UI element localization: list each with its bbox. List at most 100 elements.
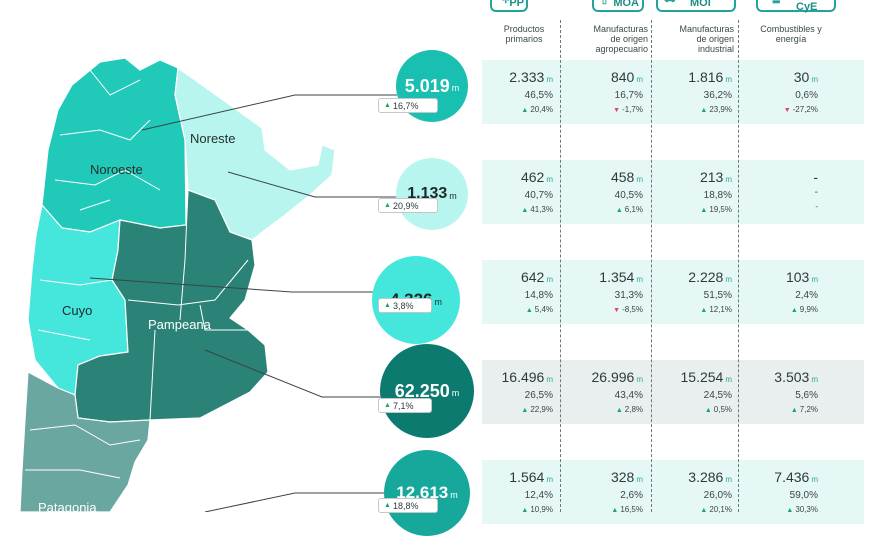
header-abbr-moa: MOA xyxy=(613,0,639,9)
column-separator xyxy=(651,20,652,512)
colhead-pp: Productos primarios xyxy=(494,24,554,44)
cell-change: ▲ 10,9% xyxy=(521,505,553,514)
row-cuyo xyxy=(482,260,864,324)
colhead-line: industrial xyxy=(697,44,734,54)
cell-value: 7.436 m xyxy=(774,469,818,485)
total-circle-patagonia: 12.613 m xyxy=(384,450,470,536)
total-unit: m xyxy=(451,388,460,398)
cell-share: 12,4% xyxy=(524,490,553,501)
map-label-noroeste: Noroeste xyxy=(90,162,143,177)
triangle-up-icon: ▲ xyxy=(384,402,391,409)
colhead-line: de origen xyxy=(610,34,648,44)
cell-noroeste-cye: 30 m 0,6% ▼ -27,2% xyxy=(732,60,818,118)
cell-change: ▲ 0,5% xyxy=(704,405,732,414)
triangle-down-icon: ▼ xyxy=(783,107,791,114)
leader-line-cuyo xyxy=(89,277,373,293)
cell-noroeste-moi: 1.816 m 36,2% ▲ 23,9% xyxy=(646,60,732,118)
column-separator xyxy=(738,20,739,512)
cell-value: 840 m xyxy=(610,69,643,85)
colhead-line: energía xyxy=(775,34,807,44)
map-label-noreste: Noreste xyxy=(190,131,236,146)
triangle-up-icon: ▲ xyxy=(704,407,712,414)
cell-change: ▲ 12,1% xyxy=(700,305,732,314)
total-circle-noreste: 1.133 m xyxy=(396,158,468,230)
cell-value: 26.996 m xyxy=(591,369,644,385)
map-label-patagonia: Patagonia xyxy=(38,500,97,512)
cell-change: ▼ -8,5% xyxy=(613,305,643,314)
map-region-pampeana xyxy=(74,189,269,423)
triangle-up-icon: ▲ xyxy=(611,507,619,514)
cell-value: 1.354 m xyxy=(599,269,643,285)
total-change-badge-noreste: ▲ 20,9% xyxy=(378,198,438,213)
cell-value: 458 m xyxy=(610,169,643,185)
header-icon-pp: ✢ PP xyxy=(490,0,528,12)
cell-patagonia-cye: 7.436 m 59,0% ▲ 30,3% xyxy=(732,460,818,518)
cell-change: ▲ 22,9% xyxy=(521,405,553,414)
argentina-regions-map: Noreste Noroeste Cuyo Pampeana Patagonia xyxy=(19,57,397,512)
row-noreste xyxy=(482,160,864,224)
farm-box-icon: ▯ xyxy=(602,0,607,5)
header-icon-cye: ⏏ CyE xyxy=(756,0,836,13)
cell-change: - xyxy=(815,202,818,211)
cell-share: 2,4% xyxy=(795,290,818,301)
total-value: 62.250 xyxy=(394,380,450,401)
cell-share: - xyxy=(814,187,818,198)
cell-share: 5,6% xyxy=(795,390,818,401)
header-abbr-pp: PP xyxy=(509,0,524,9)
cell-change: ▲ 20,1% xyxy=(700,505,732,514)
leader-line-noreste xyxy=(227,171,397,198)
colhead-line: Manufacturas xyxy=(593,24,648,34)
cell-value: - xyxy=(813,169,818,185)
cell-change: ▲ 9,9% xyxy=(790,305,818,314)
map-border-lines-patagonia xyxy=(25,424,141,479)
total-value: 1.133 xyxy=(407,185,448,202)
cell-value: 642 m xyxy=(520,269,553,285)
truck-icon: ⛟ xyxy=(664,0,675,6)
total-unit: m xyxy=(450,490,458,500)
total-unit: m xyxy=(449,191,457,201)
total-change-badge-noroeste: ▲ 16,7% xyxy=(378,98,438,113)
map-label-pampeana: Pampeana xyxy=(148,317,212,332)
triangle-up-icon: ▲ xyxy=(700,507,708,514)
triangle-up-icon: ▲ xyxy=(384,302,391,309)
triangle-up-icon: ▲ xyxy=(700,307,708,314)
total-value: 5.019 xyxy=(404,75,450,96)
cell-noreste-pp: 462 m 40,7% ▲ 41,3% xyxy=(467,160,553,218)
cell-share: 36,2% xyxy=(703,90,732,101)
cell-change: ▲ 2,8% xyxy=(615,405,643,414)
leader-line-pampeana xyxy=(204,349,380,398)
cell-change: ▼ -1,7% xyxy=(613,105,643,114)
colhead-cye: Combustibles y energía xyxy=(742,24,840,44)
total-unit: m xyxy=(451,83,460,93)
total-circle-pampeana: 62.250 m xyxy=(380,344,474,438)
cell-value: 30 m xyxy=(793,69,818,85)
cell-change: ▲ 7,2% xyxy=(790,405,818,414)
cell-patagonia-moa: 328 m 2,6% ▲ 16,5% xyxy=(557,460,643,518)
colhead-moi: Manufacturas de origen industrial xyxy=(652,24,734,54)
cell-share: 24,5% xyxy=(703,390,732,401)
colhead-line: de origen xyxy=(696,34,734,44)
leader-line-noroeste xyxy=(141,94,397,131)
cell-change: ▲ 5,4% xyxy=(525,305,553,314)
cell-cuyo-cye: 103 m 2,4% ▲ 9,9% xyxy=(732,260,818,318)
cell-share: 43,4% xyxy=(614,390,643,401)
cell-share: 2,6% xyxy=(620,490,643,501)
triangle-up-icon: ▲ xyxy=(615,207,623,214)
cell-share: 26,5% xyxy=(524,390,553,401)
cell-share: 40,7% xyxy=(524,190,553,201)
triangle-up-icon: ▲ xyxy=(700,207,708,214)
pump-icon: ⏏ xyxy=(772,0,781,5)
cell-value: 462 m xyxy=(520,169,553,185)
map-border-lines-pampeana xyxy=(127,189,249,421)
cell-value: 2.228 m xyxy=(688,269,732,285)
triangle-up-icon: ▲ xyxy=(521,107,529,114)
leader-lines xyxy=(89,94,397,512)
colhead-line: Combustibles y xyxy=(760,24,822,34)
cell-noroeste-pp: 2.333 m 46,5% ▲ 20,4% xyxy=(467,60,553,118)
cell-cuyo-moi: 2.228 m 51,5% ▲ 12,1% xyxy=(646,260,732,318)
cell-share: 31,3% xyxy=(614,290,643,301)
triangle-down-icon: ▼ xyxy=(613,307,621,314)
total-change-badge-cuyo: ▲ 3,8% xyxy=(378,298,432,313)
cell-value: 213 m xyxy=(699,169,732,185)
header-abbr-moi: MOI xyxy=(690,0,711,9)
